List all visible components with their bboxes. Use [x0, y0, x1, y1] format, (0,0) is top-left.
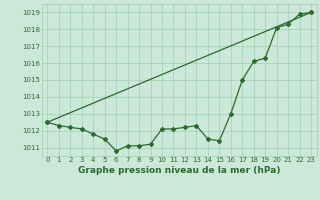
X-axis label: Graphe pression niveau de la mer (hPa): Graphe pression niveau de la mer (hPa) — [78, 166, 280, 175]
